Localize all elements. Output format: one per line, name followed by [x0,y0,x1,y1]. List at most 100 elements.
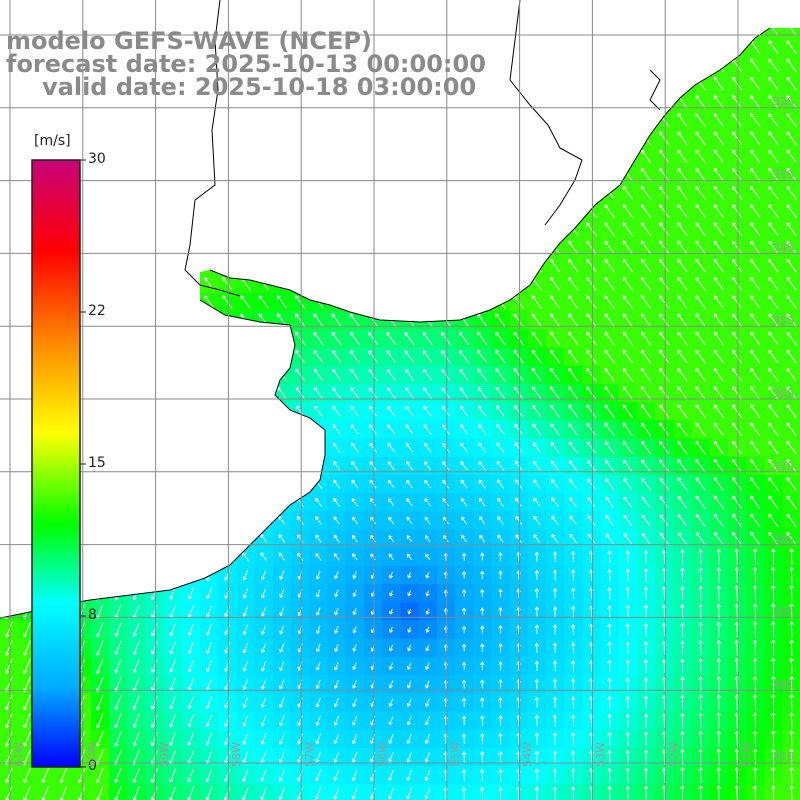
wind-arrow [222,276,233,291]
wind-arrow [187,660,194,673]
wind-arrow [206,660,212,673]
wind-arrow [405,387,414,399]
wind-arrow [387,479,395,489]
wind-arrow [659,131,670,146]
wind-arrow [789,566,794,584]
wind-arrow [551,533,559,544]
lat-label: 36S [773,387,794,400]
wind-arrow [768,204,779,218]
field-cell [782,183,800,203]
wind-arrow [297,534,304,543]
wind-arrow [713,495,724,510]
wind-arrow [625,677,630,691]
field-cell [782,129,800,148]
wind-arrow [568,367,579,382]
wind-arrow [659,367,670,382]
wind-arrow [695,331,706,346]
wind-arrow [460,461,468,471]
wind-arrow [425,626,430,633]
wind-arrow [387,461,395,471]
wind-arrow [713,113,724,127]
wind-arrow [695,167,706,182]
wind-arrow [750,513,761,528]
wind-arrow [607,605,612,618]
wind-arrow [771,566,776,584]
wind-arrow [132,659,140,674]
field-cell [782,147,800,167]
wind-arrow [549,313,561,328]
wind-arrow [404,368,414,381]
wind-arrow [622,276,633,291]
wind-arrow [460,497,468,507]
wind-arrow [731,94,743,109]
wind-arrow [440,331,451,345]
wind-arrow [695,477,706,491]
wind-arrow [497,497,504,507]
wind-arrow [498,552,503,562]
wind-arrow [768,76,779,91]
wind-arrow [677,331,688,346]
wind-arrow [731,276,743,291]
wind-arrow [295,386,305,400]
wind-arrow [495,313,506,328]
wind-arrow [369,461,377,471]
wind-arrow [407,571,412,579]
wind-arrow [677,532,688,545]
wind-arrow [498,661,503,671]
wind-arrow [533,534,541,544]
wind-arrow [713,276,724,291]
wind-arrow [750,295,761,309]
wind-arrow [333,534,340,543]
wind-arrow [460,442,468,453]
wind-arrow [731,477,743,491]
wind-arrow [534,642,540,653]
wind-arrow [659,386,670,400]
wind-arrow [753,657,758,675]
wind-arrow [786,94,797,109]
wind-arrow [786,440,797,455]
wind-arrow [768,149,779,164]
lat-label: 37S [773,460,794,473]
wind-arrow [423,424,432,435]
wind-arrow [768,495,779,510]
wind-arrow [369,442,377,453]
wind-arrow [480,570,485,580]
wind-arrow [713,258,724,273]
wind-arrow [550,441,560,454]
wind-arrow [352,553,358,561]
wind-arrow [605,478,614,490]
field-cell [782,347,800,367]
wind-arrow [643,677,649,692]
wind-arrow [334,607,339,616]
wind-arrow [169,641,176,655]
wind-arrow [571,660,576,672]
wind-arrow [750,222,761,237]
wind-arrow [604,295,615,309]
wind-arrow [625,623,630,636]
wind-arrow [368,368,378,381]
wind-arrow [478,423,487,435]
wind-arrow [677,313,688,328]
wind-arrow [607,641,612,654]
wind-arrow [680,658,685,674]
wind-arrow [677,514,688,527]
wind-arrow [425,590,430,597]
wind-arrow [659,258,670,273]
wind-arrow [23,694,31,711]
wind-arrow [206,624,212,636]
field-cell [782,511,800,531]
wind-arrow [352,662,357,671]
wind-arrow [695,495,706,509]
wind-arrow [713,404,724,419]
wind-arrow [279,679,285,690]
wind-arrow [659,440,670,455]
wind-arrow [352,680,357,689]
wind-arrow [496,442,505,453]
wind-arrow [713,422,724,437]
wind-arrow [151,641,158,655]
wind-arrow [459,405,469,417]
wind-arrow [351,442,359,453]
wind-arrow [750,531,761,546]
wind-arrow [460,424,469,435]
wind-arrow [640,422,652,437]
